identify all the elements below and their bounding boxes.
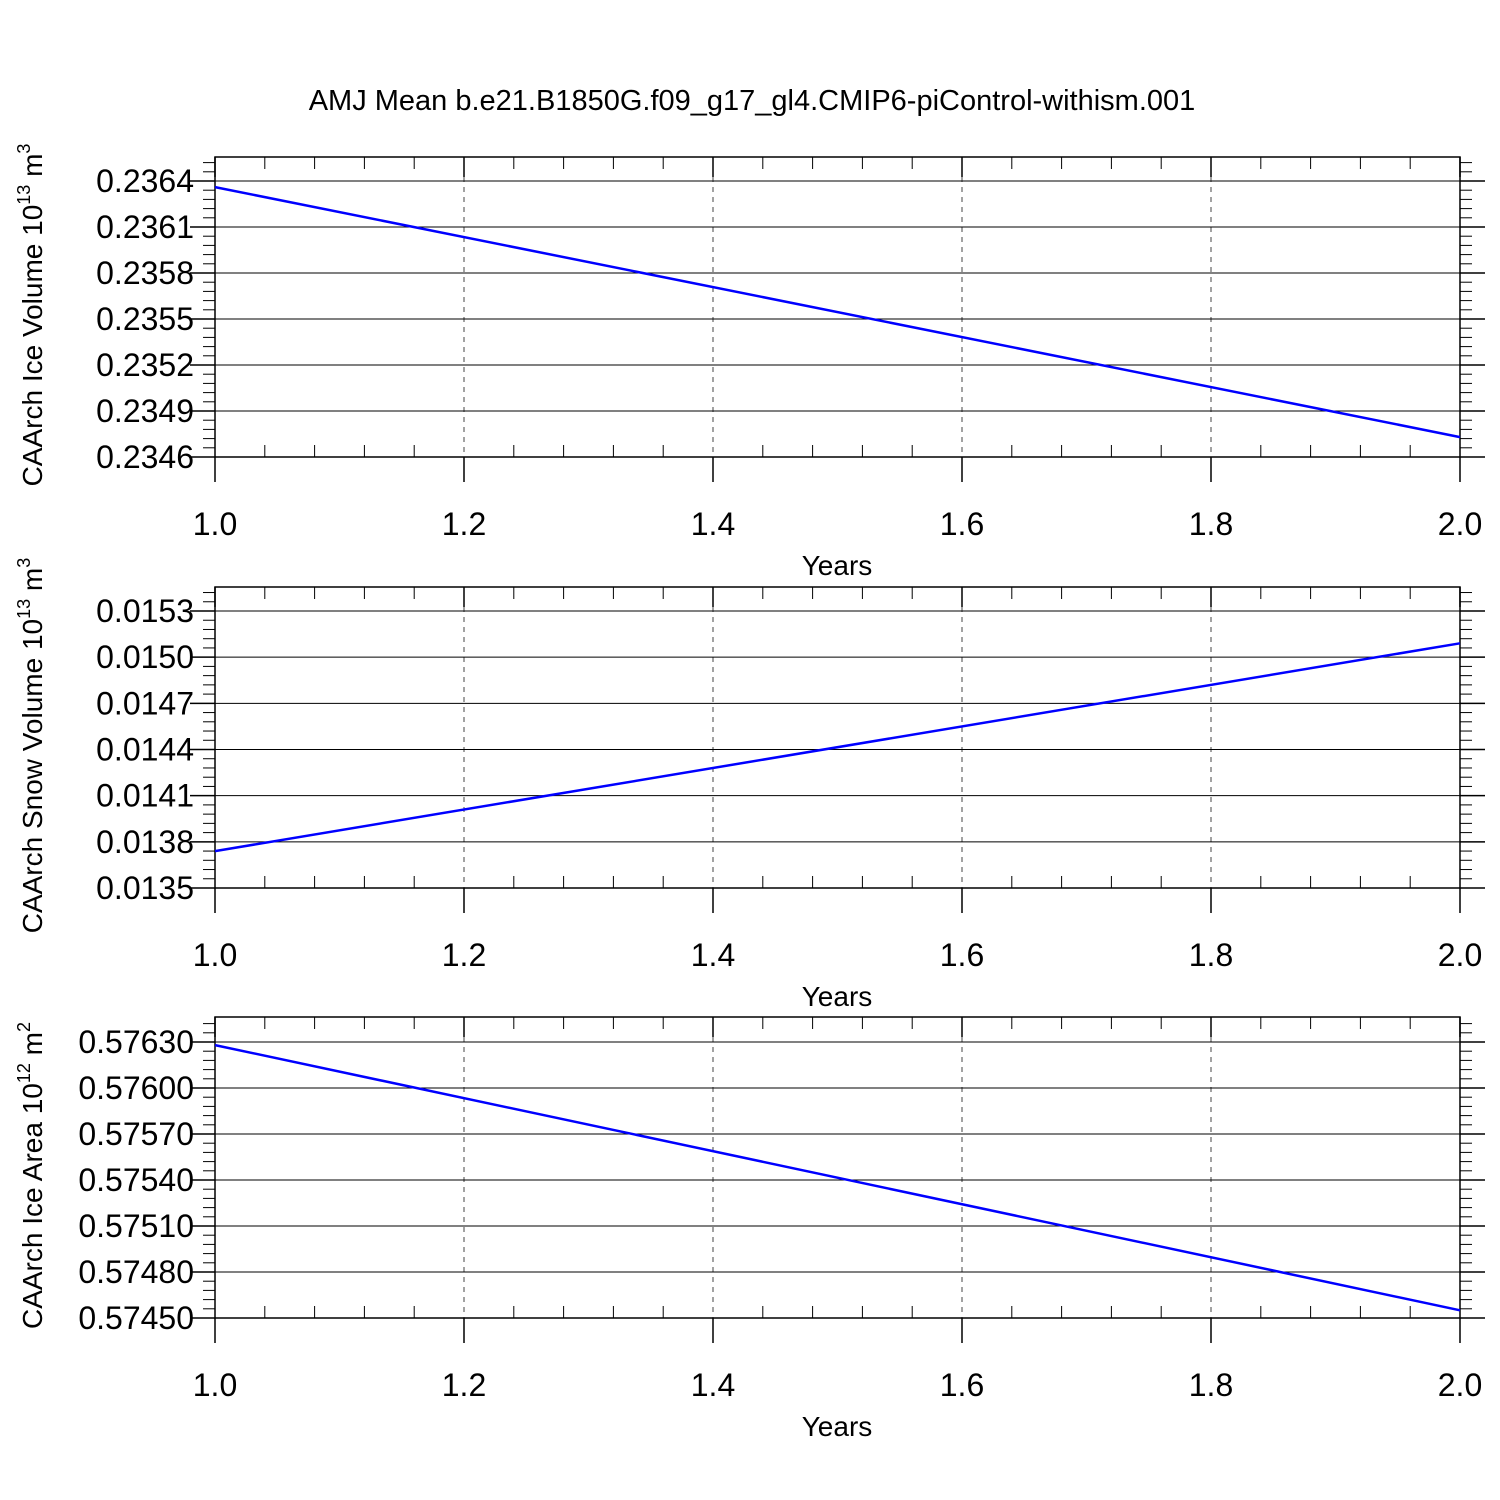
y-tick-label: 0.2358 xyxy=(96,255,194,291)
y-axis-label-unit-exponent: 3 xyxy=(14,558,34,568)
y-axis-label-unit: m xyxy=(17,568,48,599)
series-line xyxy=(214,185,1461,439)
x-tick-label: 1.6 xyxy=(940,1367,984,1403)
x-tick-label: 2.0 xyxy=(1438,937,1482,973)
y-axis-label-text: CAArch Ice Area 10 xyxy=(17,1083,48,1329)
y-tick-label: 0.57510 xyxy=(78,1208,194,1244)
plot-frame xyxy=(214,1016,1461,1319)
plot-frame xyxy=(214,156,1461,458)
y-axis-label-unit-exponent: 3 xyxy=(14,144,34,154)
y-axis-label-exponent: 12 xyxy=(14,1063,34,1083)
y-axis-label: CAArch Snow Volume 1013 m3 xyxy=(14,558,48,934)
y-axis-label-exponent: 13 xyxy=(14,599,34,619)
panels: 1.0 1.2 1.4 1.6 1.8 2.0 0.2346 0.2349 0.2352 0.23… xyxy=(14,144,1485,1442)
x-tick-label: 1.2 xyxy=(442,1367,486,1403)
y-tick-label: 0.2346 xyxy=(96,439,194,475)
y-axis-label-unit: m xyxy=(17,154,48,185)
y-tick-label: 0.2361 xyxy=(96,209,194,245)
x-tick-label: 1.8 xyxy=(1189,1367,1233,1403)
y-axis-label: CAArch Ice Area 1012 m2 xyxy=(14,1022,48,1329)
y-tick-label: 0.2352 xyxy=(96,347,194,383)
series-line xyxy=(214,642,1461,853)
y-tick-label: 0.0135 xyxy=(96,870,194,906)
y-tick-label: 0.57570 xyxy=(78,1116,194,1152)
x-tick-label: 1.2 xyxy=(442,937,486,973)
x-tick-label: 2.0 xyxy=(1438,506,1482,542)
y-tick-label: 0.0150 xyxy=(96,639,194,675)
x-tick-label: 1.0 xyxy=(193,1367,237,1403)
series-line xyxy=(214,1043,1461,1312)
y-tick-label: 0.2364 xyxy=(96,163,194,199)
x-axis-label: Years xyxy=(802,981,873,1012)
y-axis-label: CAArch Ice Volume 1013 m3 xyxy=(14,144,48,487)
x-tick-label: 1.4 xyxy=(691,937,735,973)
y-tick-label: 0.57630 xyxy=(78,1024,194,1060)
y-tick-label: 0.57480 xyxy=(78,1254,194,1290)
y-axis-label-text: CAArch Snow Volume 10 xyxy=(17,619,48,933)
x-tick-label: 1.2 xyxy=(442,506,486,542)
y-tick-label: 0.2355 xyxy=(96,301,194,337)
y-tick-label: 0.0144 xyxy=(96,732,194,768)
x-tick-label: 1.0 xyxy=(193,937,237,973)
panel-2: 1.0 1.2 1.4 1.6 1.8 2.0 0.0135 0.0138 0.0141 0.01… xyxy=(14,558,1485,1012)
x-tick-label: 1.8 xyxy=(1189,937,1233,973)
panel-1: 1.0 1.2 1.4 1.6 1.8 2.0 0.2346 0.2349 0.2352 0.23… xyxy=(14,144,1485,581)
y-tick-label: 0.0138 xyxy=(96,824,194,860)
x-tick-label: 1.0 xyxy=(193,506,237,542)
x-tick-label: 1.6 xyxy=(940,506,984,542)
y-axis-label-text: CAArch Ice Volume 10 xyxy=(17,205,48,487)
y-tick-label: 0.57600 xyxy=(78,1070,194,1106)
y-tick-label: 0.0153 xyxy=(96,593,194,629)
y-axis-label-exponent: 13 xyxy=(14,185,34,205)
y-tick-label: 0.57540 xyxy=(78,1162,194,1198)
y-tick-label: 0.0147 xyxy=(96,685,194,721)
y-axis-label-unit: m xyxy=(17,1032,48,1063)
plot-frame xyxy=(214,586,1461,889)
x-tick-label: 1.4 xyxy=(691,1367,735,1403)
figure-title: AMJ Mean b.e21.B1850G.f09_g17_gl4.CMIP6-… xyxy=(309,85,1196,117)
x-tick-label: 1.4 xyxy=(691,506,735,542)
x-tick-label: 1.8 xyxy=(1189,506,1233,542)
y-tick-label: 0.0141 xyxy=(96,778,194,814)
y-axis-label-unit-exponent: 2 xyxy=(14,1022,34,1032)
x-tick-label: 2.0 xyxy=(1438,1367,1482,1403)
x-axis-label: Years xyxy=(802,1411,873,1442)
panel-3: 1.0 1.2 1.4 1.6 1.8 2.0 0.57450 0.57480 0.57510 0… xyxy=(14,1016,1485,1442)
y-tick-label: 0.2349 xyxy=(96,393,194,429)
x-tick-label: 1.6 xyxy=(940,937,984,973)
x-axis-label: Years xyxy=(802,550,873,581)
y-tick-label: 0.57450 xyxy=(78,1300,194,1336)
